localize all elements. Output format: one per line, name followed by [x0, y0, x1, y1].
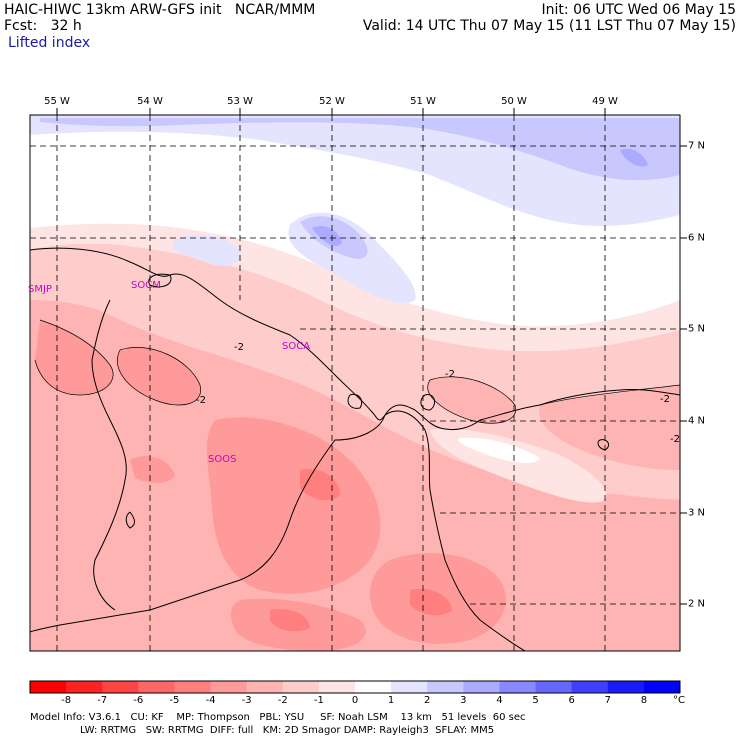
colorbar-tick-label: -2 [277, 695, 288, 706]
station-label: SOOS [208, 454, 236, 465]
init-time: Init: 06 UTC Wed 06 May 15 [541, 2, 736, 18]
lat-label: 4 N [688, 415, 706, 427]
model-info-line1: Model Info: V3.6.1 CU: KF MP: Thompson P… [30, 712, 526, 723]
colorbar-swatch [282, 681, 320, 693]
colorbar-swatch [210, 681, 248, 693]
colorbar-tick-label: 4 [496, 695, 503, 706]
lon-label: 50 W [501, 96, 527, 107]
lat-label: 3 N [688, 507, 706, 519]
model-title: HAIC-HIWC 13km ARW-GFS init NCAR/MMM [4, 2, 316, 18]
colorbar-tick-label: 5 [532, 695, 539, 706]
station-label: SOCM [131, 280, 161, 291]
lon-label: 55 W [44, 96, 70, 107]
station-label: SOCA [282, 341, 310, 352]
lon-label: 54 W [137, 96, 163, 107]
colorbar-swatch [427, 681, 464, 693]
lat-label: 7 N [688, 140, 706, 152]
contour-lines [34, 319, 681, 424]
colorbar-tick-label: -5 [169, 695, 180, 706]
contour-label: -2 [196, 395, 206, 406]
colorbar-tick-label: -3 [241, 695, 252, 706]
colorbar-swatch [391, 681, 428, 693]
lon-label: 51 W [410, 96, 436, 107]
lat-label: 6 N [688, 232, 706, 244]
colorbar-swatch [102, 681, 139, 693]
station-label: SMJP [28, 284, 52, 295]
coastline [29, 247, 681, 652]
colorbar-tick-label: 3 [460, 695, 467, 706]
colorbar-tick-label: 2 [424, 695, 431, 706]
colorbar-swatch [355, 681, 392, 693]
colorbar-tick-label: -7 [97, 695, 108, 706]
valid-time: Valid: 14 UTC Thu 07 May 15 (11 LST Thu … [362, 18, 736, 34]
field-shading [30, 115, 680, 651]
model-info-line2: LW: RRTMG SW: RRTMG DIFF: full KM: 2D Sm… [80, 725, 495, 736]
colorbar-tick-label: -6 [133, 695, 144, 706]
colorbar-swatch [607, 681, 645, 693]
colorbar-tick-label: -1 [313, 695, 324, 706]
colorbar-swatch [535, 681, 573, 693]
colorbar-tick-label: 7 [604, 695, 611, 706]
contour-label: -2 [234, 342, 244, 353]
lon-label: 52 W [319, 96, 345, 107]
colorbar-swatch [318, 681, 356, 693]
contour-label: -2 [660, 394, 670, 405]
lon-label: 53 W [227, 96, 253, 107]
contour-label: -2 [670, 434, 680, 445]
contour-label: -2 [445, 369, 455, 380]
colorbar-swatch [138, 681, 175, 693]
colorbar-swatch [66, 681, 103, 693]
map-frame [29, 114, 681, 652]
colorbar-swatch [571, 681, 609, 693]
lon-label: 49 W [592, 96, 618, 107]
colorbar-swatch [643, 681, 681, 693]
colorbar-swatch [174, 681, 212, 693]
lat-lon-grid [30, 115, 680, 651]
field-name: Lifted index [8, 35, 91, 51]
colorbar-swatch [30, 681, 67, 693]
colorbar-swatch [463, 681, 500, 693]
colorbar-swatch [246, 681, 284, 693]
colorbar-tick-label: 1 [387, 695, 395, 706]
lat-label: 2 N [688, 598, 706, 610]
colorbar-tick-label: 0 [351, 695, 359, 706]
lat-label: 5 N [688, 323, 706, 335]
colorbar-tick-label: 6 [568, 695, 575, 706]
colorbar-tick-label: -4 [205, 695, 216, 706]
colorbar-tick-label: -8 [61, 695, 72, 706]
colorbar-tick-label: 8 [640, 695, 648, 706]
forecast-hour: Fcst: 32 h [4, 18, 82, 34]
colorbar-frame [29, 680, 681, 694]
frame-ticks [56, 108, 687, 605]
colorbar [30, 681, 681, 693]
colorbar-swatch [499, 681, 537, 693]
colorbar-unit: °C [673, 695, 685, 706]
